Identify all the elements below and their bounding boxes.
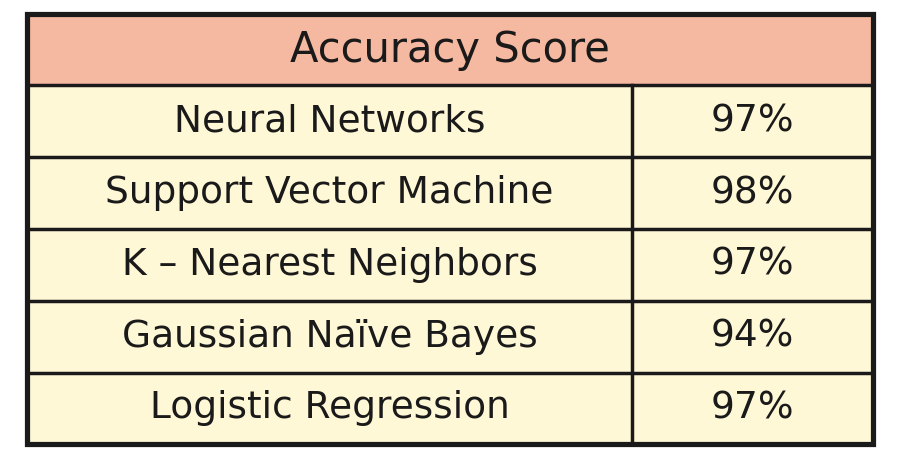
Bar (27, 86, 873, 157)
Text: 98%: 98% (711, 175, 794, 211)
Text: 97%: 97% (711, 104, 795, 139)
Text: 94%: 94% (711, 319, 794, 354)
Text: Logistic Regression: Logistic Regression (149, 390, 509, 426)
Bar (27, 372, 873, 444)
Text: 97%: 97% (711, 247, 795, 283)
Bar (27, 157, 873, 229)
Text: 97%: 97% (711, 390, 795, 426)
Text: Gaussian Naïve Bayes: Gaussian Naïve Bayes (122, 319, 537, 354)
Text: Neural Networks: Neural Networks (174, 104, 485, 139)
Text: Accuracy Score: Accuracy Score (290, 28, 610, 71)
Bar (27, 14, 873, 86)
Bar (27, 229, 873, 301)
Text: Support Vector Machine: Support Vector Machine (105, 175, 554, 211)
Text: K – Nearest Neighbors: K – Nearest Neighbors (122, 247, 537, 283)
Bar (27, 301, 873, 372)
